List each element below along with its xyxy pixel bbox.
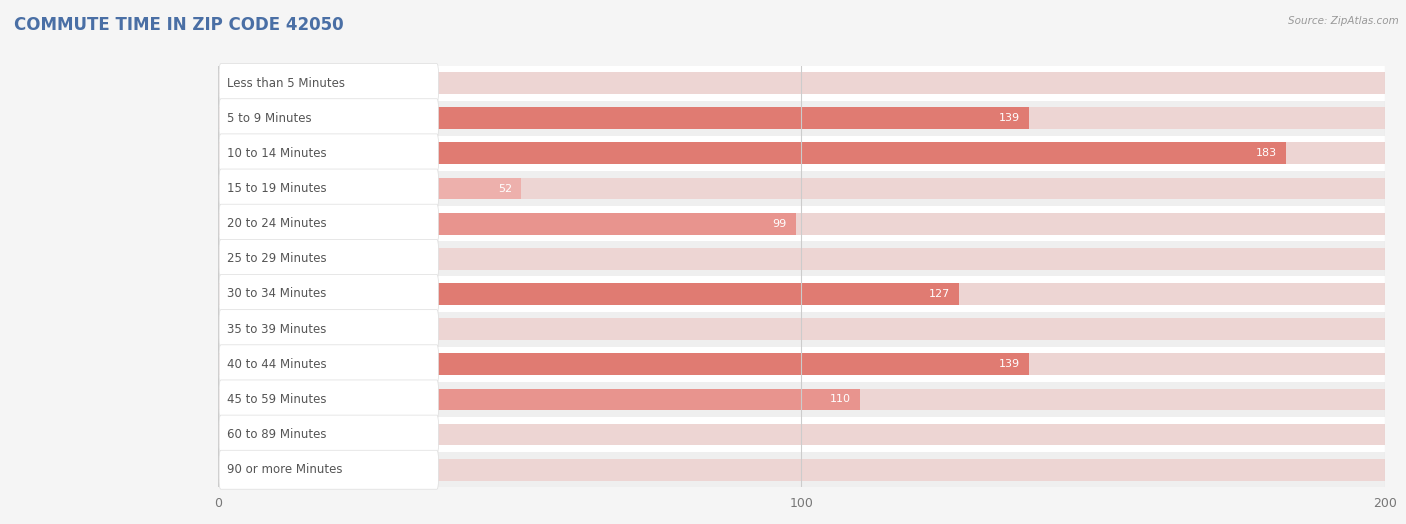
Bar <box>218 143 1285 165</box>
Text: 183: 183 <box>1256 148 1277 158</box>
Bar <box>218 66 1385 101</box>
Text: 45 to 59 Minutes: 45 to 59 Minutes <box>226 393 326 406</box>
FancyBboxPatch shape <box>219 239 439 278</box>
Text: 60 to 89 Minutes: 60 to 89 Minutes <box>226 428 326 441</box>
Text: COMMUTE TIME IN ZIP CODE 42050: COMMUTE TIME IN ZIP CODE 42050 <box>14 16 343 34</box>
Bar <box>218 248 1385 270</box>
FancyBboxPatch shape <box>219 310 439 348</box>
FancyBboxPatch shape <box>219 345 439 384</box>
Bar <box>218 417 1385 452</box>
Text: 15 to 19 Minutes: 15 to 19 Minutes <box>226 182 326 195</box>
Text: Source: ZipAtlas.com: Source: ZipAtlas.com <box>1288 16 1399 26</box>
Bar <box>218 136 1385 171</box>
Text: 30 to 34 Minutes: 30 to 34 Minutes <box>226 288 326 300</box>
Bar <box>218 171 1385 206</box>
Bar <box>218 107 1029 129</box>
Bar <box>218 283 1385 305</box>
Bar <box>218 206 1385 241</box>
Bar <box>218 213 796 235</box>
Text: 52: 52 <box>499 183 513 193</box>
Text: 25 to 29 Minutes: 25 to 29 Minutes <box>226 253 326 265</box>
Bar <box>218 353 1029 375</box>
FancyBboxPatch shape <box>219 380 439 419</box>
Bar <box>218 101 1385 136</box>
Bar <box>218 353 1385 375</box>
Bar <box>218 248 375 270</box>
Text: 110: 110 <box>830 395 851 405</box>
Text: 99: 99 <box>772 219 787 228</box>
Bar <box>218 388 860 410</box>
Text: 127: 127 <box>929 289 950 299</box>
Bar <box>218 277 1385 312</box>
Bar <box>218 283 959 305</box>
Text: 5 to 9 Minutes: 5 to 9 Minutes <box>226 112 311 125</box>
Bar <box>218 143 1385 165</box>
Bar <box>218 347 1385 382</box>
Text: 139: 139 <box>1000 113 1021 123</box>
Bar <box>218 72 434 94</box>
Bar <box>218 72 1385 94</box>
Bar <box>218 459 1385 481</box>
Bar <box>218 424 264 445</box>
Text: Less than 5 Minutes: Less than 5 Minutes <box>226 77 344 90</box>
Text: 0: 0 <box>242 324 249 334</box>
Bar <box>218 424 1385 445</box>
Text: 90 or more Minutes: 90 or more Minutes <box>226 463 342 476</box>
Text: 35 to 39 Minutes: 35 to 39 Minutes <box>226 323 326 336</box>
Bar <box>218 312 1385 347</box>
FancyBboxPatch shape <box>219 99 439 138</box>
Bar <box>218 382 1385 417</box>
Bar <box>218 318 1385 340</box>
FancyBboxPatch shape <box>219 450 439 489</box>
Text: 10 to 14 Minutes: 10 to 14 Minutes <box>226 147 326 160</box>
Bar <box>218 213 1385 235</box>
Bar <box>218 452 1385 487</box>
Bar <box>218 107 1385 129</box>
FancyBboxPatch shape <box>219 204 439 243</box>
Bar <box>218 178 1385 200</box>
Text: 20 to 24 Minutes: 20 to 24 Minutes <box>226 217 326 230</box>
FancyBboxPatch shape <box>219 63 439 103</box>
Text: 37: 37 <box>411 78 425 88</box>
Text: 27: 27 <box>387 254 401 264</box>
Bar <box>218 241 1385 277</box>
Bar <box>218 178 522 200</box>
FancyBboxPatch shape <box>219 415 439 454</box>
Text: 40 to 44 Minutes: 40 to 44 Minutes <box>226 358 326 371</box>
Text: 139: 139 <box>1000 359 1021 369</box>
Text: 0: 0 <box>242 465 249 475</box>
FancyBboxPatch shape <box>219 275 439 313</box>
FancyBboxPatch shape <box>219 134 439 173</box>
Text: 8: 8 <box>276 430 284 440</box>
FancyBboxPatch shape <box>219 169 439 208</box>
Bar <box>218 388 1385 410</box>
